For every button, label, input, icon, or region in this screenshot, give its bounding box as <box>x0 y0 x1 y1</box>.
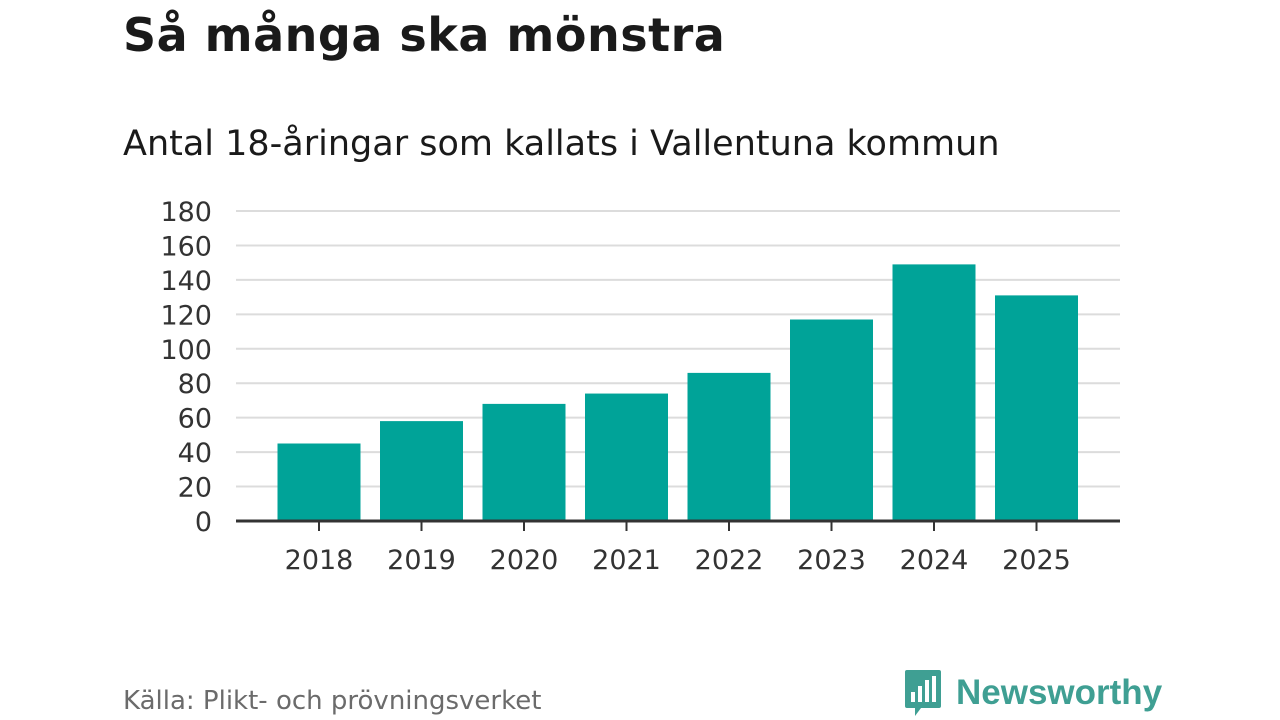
y-tick-label: 160 <box>160 231 212 262</box>
bar-2020[interactable] <box>482 403 566 521</box>
chart-subtitle: Antal 18-åringar som kallats i Vallentun… <box>123 124 1000 164</box>
y-tick-label: 180 <box>160 197 212 228</box>
y-tick-label: 40 <box>178 438 212 469</box>
bar-2024[interactable] <box>892 264 976 521</box>
x-tick-label: 2021 <box>592 545 661 576</box>
y-tick-label: 20 <box>178 473 212 504</box>
source-note: Källa: Plikt- och prövningsverket <box>123 686 542 716</box>
x-tick-label: 2018 <box>285 545 354 576</box>
bar-2021[interactable] <box>585 393 668 521</box>
y-tick-label: 0 <box>195 507 212 538</box>
x-tick-label: 2022 <box>695 545 764 576</box>
x-tick-label: 2024 <box>900 545 969 576</box>
bar-2025[interactable] <box>995 295 1078 521</box>
y-tick-label: 60 <box>178 404 212 435</box>
bar-2019[interactable] <box>380 421 463 521</box>
chart-title: Så många ska mönstra <box>123 8 726 62</box>
y-tick-label: 100 <box>160 335 212 366</box>
newsworthy-logo[interactable]: Newsworthy <box>903 668 1162 718</box>
bar-2022[interactable] <box>687 372 771 521</box>
x-tick-label: 2023 <box>797 545 866 576</box>
x-tick-label: 2025 <box>1002 545 1071 576</box>
y-tick-label: 120 <box>160 300 212 331</box>
x-tick-label: 2020 <box>490 545 559 576</box>
brand-name: Newsworthy <box>956 673 1163 712</box>
y-tick-label: 80 <box>178 369 212 400</box>
newsworthy-logo-icon <box>905 670 941 716</box>
y-tick-label: 140 <box>160 266 212 297</box>
bar-2023[interactable] <box>790 319 873 522</box>
x-tick-label: 2019 <box>387 545 456 576</box>
bar-2018[interactable] <box>277 443 361 522</box>
